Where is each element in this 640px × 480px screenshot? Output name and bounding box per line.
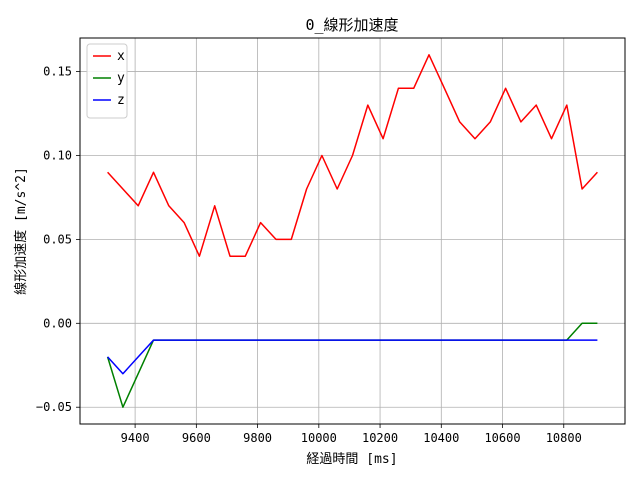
series-line-z: [107, 339, 598, 375]
x-tick-label: 9800: [243, 431, 272, 445]
plot-frame: [79, 37, 626, 425]
legend-label-x: x: [117, 49, 125, 64]
y-axis-ticks: −0.05 0.00 0.05 0.10 0.15: [36, 65, 80, 414]
y-tick-label: 0.15: [43, 65, 72, 79]
legend-label-z: z: [117, 93, 125, 108]
grid: [80, 38, 625, 424]
y-tick-label: −0.05: [36, 400, 72, 414]
x-axis-ticks: 9400 9600 9800 10000 10200 10400 10600 10800: [121, 424, 582, 445]
legend-label-y: y: [117, 71, 125, 86]
y-tick-label: 0.05: [43, 232, 72, 246]
series-group: [106, 54, 598, 408]
x-axis-label: 経過時間 [ms]: [306, 452, 397, 467]
legend: xyz: [86, 43, 128, 119]
y-axis-label: 線形加速度 [m/s^2]: [13, 167, 29, 295]
y-tick-label: 0.10: [43, 148, 72, 162]
chart-title: 0_線形加速度: [305, 16, 398, 34]
x-tick-label: 9400: [121, 431, 150, 445]
x-tick-label: 10400: [423, 431, 459, 445]
x-tick-label: 10800: [546, 431, 582, 445]
x-tick-label: 10200: [362, 431, 398, 445]
x-tick-label: 10000: [301, 431, 337, 445]
y-tick-label: 0.00: [43, 316, 72, 330]
series-line-x: [107, 54, 598, 257]
x-tick-label: 10600: [484, 431, 520, 445]
series-line-y: [106, 322, 598, 408]
x-tick-label: 9600: [182, 431, 211, 445]
